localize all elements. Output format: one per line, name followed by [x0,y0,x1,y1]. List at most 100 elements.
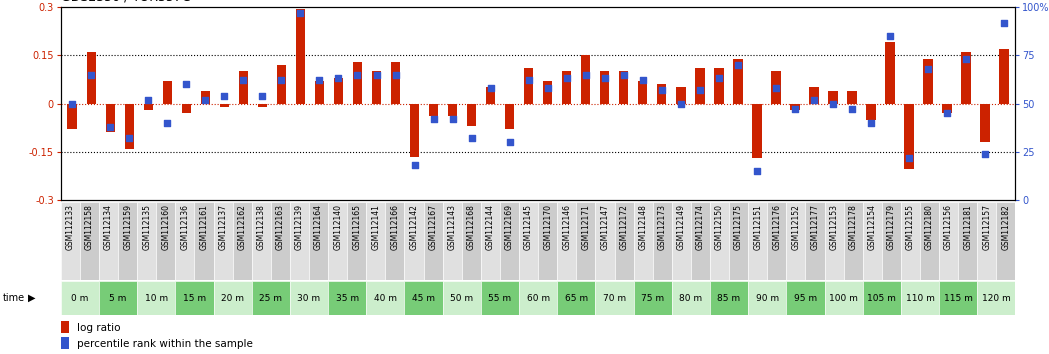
Point [292,10,308,16]
Text: 105 m: 105 m [868,294,896,303]
Bar [691,202,710,280]
Bar [710,281,748,315]
Bar [615,202,634,280]
Bar [787,281,825,315]
Bar [214,202,233,280]
Bar [334,78,343,103]
Point [881,33,898,39]
Text: 40 m: 40 m [373,294,397,303]
Point [406,162,423,168]
Text: GSM112158: GSM112158 [85,204,94,250]
Bar [99,202,119,280]
Text: GSM112150: GSM112150 [715,204,724,250]
Text: GSM112164: GSM112164 [314,204,323,250]
Text: GSM112172: GSM112172 [620,204,628,250]
Bar [652,202,671,280]
Bar [290,202,309,280]
Bar [748,202,767,280]
Bar [296,9,305,103]
Bar [771,72,780,103]
Point [691,87,708,93]
Text: 5 m: 5 m [109,294,127,303]
Bar [581,55,591,103]
Point [768,85,785,91]
Bar [443,202,462,280]
Text: GSM112143: GSM112143 [448,204,456,250]
Point [862,120,879,126]
Point [425,116,442,122]
Point [825,101,841,106]
Bar [277,65,286,103]
Bar [939,202,958,280]
Text: GSM112133: GSM112133 [66,204,74,250]
Text: GSM112169: GSM112169 [505,204,514,250]
Text: GSM112163: GSM112163 [276,204,285,250]
Bar [710,202,729,280]
Text: GSM112179: GSM112179 [886,204,896,250]
Bar [156,202,175,280]
Bar [462,202,480,280]
Bar [480,202,500,280]
Bar [828,91,838,103]
Text: GSM112137: GSM112137 [218,204,228,250]
Bar [980,103,990,142]
Bar [163,81,172,103]
Bar [866,103,876,120]
Bar [137,281,175,315]
Text: GSM112157: GSM112157 [982,204,991,250]
Bar [1000,49,1009,103]
Bar [410,103,420,156]
Bar [557,281,596,315]
Text: GSM112176: GSM112176 [772,204,782,250]
Bar [505,103,514,129]
Point [216,93,233,99]
Bar [961,52,970,103]
Point [178,81,195,87]
Point [958,56,975,62]
Bar [366,202,385,280]
Point [140,97,156,103]
Text: 25 m: 25 m [259,294,282,303]
Bar [219,103,229,107]
Point [843,107,860,112]
Bar [67,103,77,129]
Bar [576,202,596,280]
Bar [194,202,214,280]
Text: GSM112134: GSM112134 [104,204,113,250]
Text: GSM112144: GSM112144 [486,204,495,250]
Text: GSM112180: GSM112180 [925,204,934,250]
Text: 35 m: 35 m [336,294,359,303]
Text: GSM112139: GSM112139 [295,204,304,250]
Text: GSM112152: GSM112152 [791,204,800,250]
Text: GSM112153: GSM112153 [830,204,838,250]
Text: 15 m: 15 m [183,294,206,303]
Text: GSM112147: GSM112147 [600,204,609,250]
Point [920,66,937,72]
Bar [347,202,366,280]
Bar [429,103,438,116]
Text: GSM112151: GSM112151 [753,204,763,250]
Text: GSM112142: GSM112142 [409,204,419,250]
Text: GSM112154: GSM112154 [868,204,877,250]
Point [349,72,366,78]
Bar [144,103,153,110]
Bar [328,202,347,280]
Text: GSM112166: GSM112166 [390,204,400,250]
Bar [238,72,249,103]
Bar [562,72,572,103]
Text: 55 m: 55 m [489,294,512,303]
Text: 85 m: 85 m [718,294,741,303]
Bar [825,202,843,280]
Text: GDS2350 / YOR357C: GDS2350 / YOR357C [61,0,191,4]
Bar [729,202,748,280]
Bar [997,202,1015,280]
Text: ▶: ▶ [28,293,36,303]
Bar [885,42,895,103]
Point [501,139,518,145]
Point [330,76,347,81]
Text: 100 m: 100 m [829,294,858,303]
Point [121,136,137,141]
Text: GSM112168: GSM112168 [467,204,476,250]
Text: GSM112162: GSM112162 [238,204,247,250]
Bar [748,281,787,315]
